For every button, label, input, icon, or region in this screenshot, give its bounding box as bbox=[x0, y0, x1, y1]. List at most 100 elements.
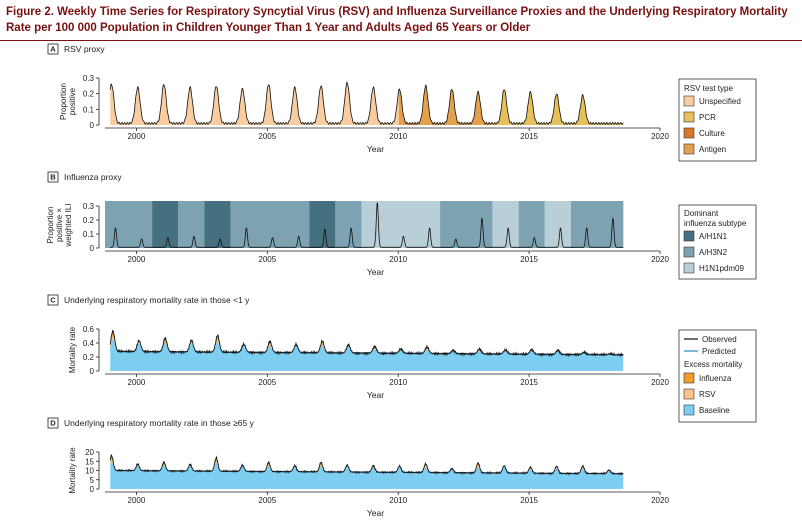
y-tick-label: 0.3 bbox=[83, 202, 95, 211]
legend-excess-influenza-label: Influenza bbox=[699, 374, 732, 383]
panel-d-title: Underlying respiratory mortality rate in… bbox=[64, 418, 255, 428]
x-tick-label: 2000 bbox=[128, 378, 146, 387]
y-tick-label: 0 bbox=[90, 244, 95, 253]
panel-c-ylabel: Mortality rate bbox=[68, 326, 77, 373]
panel-b-ylabel-3: weighted ILI bbox=[64, 203, 73, 247]
legend-excess-rsv-label: RSV bbox=[699, 390, 716, 399]
panel-b-axes: 0 0.1 0.2 0.3 2000 2005 2010 2015 2020 Year bbox=[83, 202, 670, 277]
panel-d-letter: D bbox=[50, 419, 56, 428]
panel-a-ylabel-1: Proportion bbox=[59, 83, 68, 120]
y-tick-label: 5 bbox=[90, 476, 95, 485]
x-tick-label: 2010 bbox=[389, 132, 407, 141]
x-tick-label: 2005 bbox=[258, 132, 276, 141]
legend-excess-baseline-label: Baseline bbox=[699, 406, 730, 415]
x-tick-label: 2000 bbox=[128, 255, 146, 264]
panel-a-title: RSV proxy bbox=[64, 44, 105, 54]
legend-excess-rsv-swatch bbox=[683, 388, 695, 400]
y-tick-label: 0 bbox=[90, 485, 95, 494]
legend-subtype-ah3n2-label: A/H3N2 bbox=[699, 248, 728, 257]
baseline-area bbox=[110, 461, 624, 489]
observed-line bbox=[109, 329, 624, 358]
panel-b-label-box bbox=[47, 171, 59, 183]
title-divider bbox=[0, 40, 802, 41]
x-axis-title: Year bbox=[367, 390, 384, 400]
panel-b-legend-title-2: influenza subtype bbox=[684, 219, 747, 228]
legend-subtype-ah1n1-swatch bbox=[683, 230, 695, 242]
panel-d-label-box bbox=[47, 417, 59, 429]
x-tick-label: 2015 bbox=[520, 255, 538, 264]
subtype-band-ah3n2 bbox=[440, 201, 493, 248]
x-tick-label: 2020 bbox=[651, 496, 669, 505]
rsv-area-unspecified bbox=[110, 82, 399, 125]
influenza-proxy-line bbox=[110, 202, 624, 248]
subtype-band-h1n1pdm09 bbox=[361, 201, 441, 248]
y-tick-label: 20 bbox=[85, 448, 94, 457]
legend-rsv-antigen-label: Antigen bbox=[699, 145, 726, 154]
legend-rsv-unspecified-label: Unspecified bbox=[699, 97, 741, 106]
x-tick-label: 2005 bbox=[258, 496, 276, 505]
x-tick-label: 2005 bbox=[258, 378, 276, 387]
panel-b-plot bbox=[105, 201, 624, 248]
x-tick-label: 2005 bbox=[258, 255, 276, 264]
panel-a-label-box bbox=[47, 43, 59, 55]
legend-excess-influenza-swatch bbox=[683, 372, 695, 384]
x-axis-title: Year bbox=[367, 267, 384, 277]
subtype-band-h1n1pdm09 bbox=[492, 201, 519, 248]
x-tick-label: 2015 bbox=[520, 132, 538, 141]
y-tick-label: 0.2 bbox=[83, 216, 95, 225]
panel-c-letter: C bbox=[50, 296, 56, 305]
panel-d-plot bbox=[109, 453, 624, 489]
panel-a-axes: 0 0.1 0.2 0.3 2000 2005 2010 2015 2020 Year bbox=[83, 74, 670, 154]
subtype-band-ah3n2 bbox=[105, 201, 153, 248]
x-axis-title: Year bbox=[367, 144, 384, 154]
panel-b-ylabel-1: Proportion bbox=[46, 207, 55, 244]
legend-rsv-pcr-label: PCR bbox=[699, 113, 716, 122]
panel-b-legend-title-1: Dominant bbox=[684, 209, 719, 218]
subtype-band-ah1n1 bbox=[204, 201, 231, 248]
x-tick-label: 2015 bbox=[520, 496, 538, 505]
rsv-area-pcr bbox=[490, 89, 624, 125]
legend-predicted-label: Predicted bbox=[702, 347, 736, 356]
panel-a-legend-title: RSV test type bbox=[684, 84, 733, 93]
panel-b-title: Influenza proxy bbox=[64, 172, 122, 182]
subtype-band-ah3n2 bbox=[570, 201, 624, 248]
legend-subtype-ah3n2-swatch bbox=[683, 246, 695, 258]
legend-subtype-ah1n1-label: A/H1N1 bbox=[699, 232, 728, 241]
y-tick-label: 0 bbox=[90, 121, 95, 130]
legend-rsv-pcr-swatch bbox=[683, 111, 695, 123]
subtype-band-ah3n2 bbox=[230, 201, 310, 248]
y-tick-label: 0.3 bbox=[83, 74, 95, 83]
subtype-band-ah1n1 bbox=[152, 201, 179, 248]
panel-b-letter: B bbox=[50, 173, 56, 182]
subtype-band-ah3n2 bbox=[335, 201, 362, 248]
legend-subtype-h1n1pdm09-label: H1N1pdm09 bbox=[699, 264, 744, 273]
legend-rsv-antigen-swatch bbox=[683, 143, 695, 155]
panel-c-label-box bbox=[47, 294, 59, 306]
x-tick-label: 2020 bbox=[651, 132, 669, 141]
legend-observed-label: Observed bbox=[702, 335, 737, 344]
x-axis-title: Year bbox=[367, 508, 384, 518]
y-tick-label: 0.4 bbox=[83, 339, 95, 348]
figure-title: Figure 2. Weekly Time Series for Respira… bbox=[6, 6, 788, 34]
panel-c-title: Underlying respiratory mortality rate in… bbox=[64, 295, 250, 305]
x-tick-label: 2000 bbox=[128, 132, 146, 141]
panel-c-plot bbox=[109, 329, 624, 371]
panel-d-ylabel: Mortality rate bbox=[68, 447, 77, 494]
y-tick-label: 0.2 bbox=[83, 353, 95, 362]
observed-line bbox=[109, 453, 624, 476]
subtype-band-ah3n2 bbox=[178, 201, 205, 248]
y-tick-label: 0.1 bbox=[83, 230, 95, 239]
y-tick-label: 15 bbox=[85, 457, 94, 466]
panel-b-ylabel-2: positive × bbox=[55, 208, 64, 242]
rsv-proxy-line bbox=[109, 81, 624, 126]
x-tick-label: 2010 bbox=[389, 255, 407, 264]
subtype-band-ah3n2 bbox=[518, 201, 545, 248]
legend-excess-title: Excess mortality bbox=[684, 360, 742, 369]
x-tick-label: 2020 bbox=[651, 378, 669, 387]
y-tick-label: 0.6 bbox=[83, 325, 95, 334]
panel-c-axes: 0 0.2 0.4 0.6 2000 2005 2010 2015 2020 Year bbox=[83, 325, 670, 400]
panel-a-letter: A bbox=[50, 45, 56, 54]
x-tick-label: 2010 bbox=[389, 378, 407, 387]
